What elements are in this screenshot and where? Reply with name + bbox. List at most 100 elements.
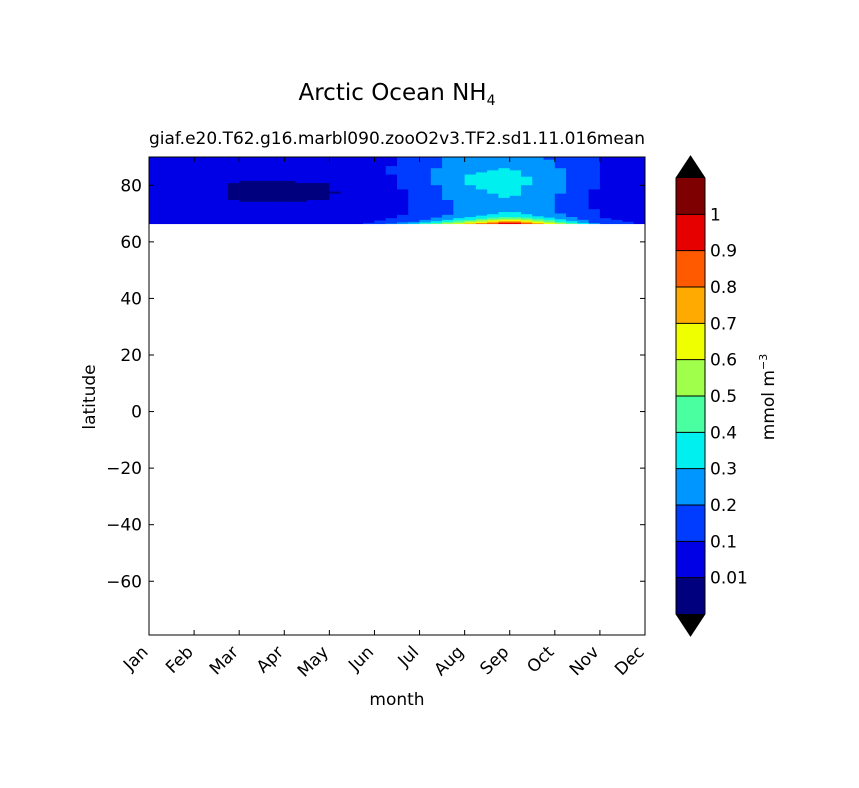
heatmap-cell bbox=[306, 161, 319, 164]
heatmap-cell bbox=[633, 213, 645, 215]
heatmap-cell bbox=[487, 212, 500, 214]
heatmap-cell bbox=[566, 193, 578, 196]
heatmap-cell bbox=[182, 171, 195, 175]
heatmap-cell bbox=[442, 176, 454, 179]
heatmap-cell bbox=[521, 201, 533, 204]
heatmap-cell bbox=[543, 186, 556, 190]
heatmap-cell bbox=[611, 188, 624, 192]
heatmap-cell bbox=[284, 176, 297, 179]
heatmap-cell bbox=[453, 178, 466, 181]
heatmap-cell bbox=[295, 195, 308, 198]
heatmap-cell bbox=[633, 182, 645, 186]
heatmap-cell bbox=[194, 173, 206, 177]
heatmap-cell bbox=[182, 169, 195, 173]
heatmap-cell bbox=[487, 163, 500, 167]
heatmap-cell bbox=[160, 210, 173, 213]
heatmap-cell bbox=[216, 211, 229, 213]
heatmap-cell bbox=[622, 220, 635, 222]
heatmap-cell bbox=[329, 207, 342, 210]
heatmap-cell bbox=[430, 180, 443, 184]
heatmap-cell bbox=[543, 208, 556, 211]
heatmap-cell bbox=[273, 204, 285, 208]
heatmap-cell bbox=[171, 182, 184, 186]
heatmap-cell bbox=[284, 212, 297, 215]
heatmap-cell bbox=[453, 167, 466, 171]
heatmap-cell bbox=[318, 167, 330, 171]
heatmap-cell bbox=[329, 173, 342, 177]
heatmap-cell bbox=[453, 220, 466, 222]
heatmap-cell bbox=[442, 157, 454, 160]
heatmap-cell bbox=[374, 219, 387, 221]
heatmap-cell bbox=[363, 167, 376, 171]
heatmap-cell bbox=[227, 212, 240, 215]
heatmap-cell bbox=[149, 197, 161, 201]
heatmap-cell bbox=[588, 214, 601, 216]
heatmap-cell bbox=[318, 188, 330, 192]
heatmap-cell bbox=[521, 167, 533, 171]
heatmap-cell bbox=[295, 161, 308, 164]
heatmap-cell bbox=[239, 184, 252, 188]
heatmap-cell bbox=[475, 173, 488, 177]
colorbar-band bbox=[676, 178, 705, 215]
heatmap-cell bbox=[442, 201, 454, 204]
heatmap-cell bbox=[419, 180, 432, 184]
heatmap-cell bbox=[160, 213, 173, 215]
heatmap-cell bbox=[182, 197, 195, 201]
heatmap-cell bbox=[318, 180, 330, 184]
heatmap-cell bbox=[498, 193, 511, 196]
heatmap-cell bbox=[599, 180, 612, 184]
heatmap-cell bbox=[149, 210, 161, 213]
heatmap-cell bbox=[554, 202, 567, 206]
heatmap-cell bbox=[588, 204, 601, 208]
heatmap-cell bbox=[273, 171, 285, 175]
heatmap-cell bbox=[622, 212, 635, 214]
heatmap-cell bbox=[611, 210, 624, 213]
heatmap-cell bbox=[318, 219, 330, 222]
heatmap-cell bbox=[554, 171, 567, 175]
heatmap-cell bbox=[194, 219, 206, 221]
heatmap-cell bbox=[487, 206, 500, 209]
heatmap-cell bbox=[374, 193, 387, 196]
heatmap-cell bbox=[363, 219, 376, 221]
heatmap-cell bbox=[385, 188, 398, 192]
heatmap-cell bbox=[532, 219, 545, 221]
heatmap-cell bbox=[284, 157, 297, 160]
heatmap-cell bbox=[442, 208, 454, 211]
heatmap-cell bbox=[261, 208, 274, 211]
heatmap-cell bbox=[464, 204, 477, 208]
heatmap-cell bbox=[194, 202, 206, 206]
heatmap-cell bbox=[374, 165, 387, 169]
heatmap-cell bbox=[453, 197, 466, 201]
heatmap-cell bbox=[453, 186, 466, 190]
heatmap-cell bbox=[351, 213, 364, 215]
heatmap-cell bbox=[419, 213, 432, 215]
heatmap-cell bbox=[532, 204, 545, 208]
heatmap-cell bbox=[419, 190, 432, 194]
heatmap-cell bbox=[318, 176, 330, 179]
heatmap-cell bbox=[261, 219, 274, 222]
heatmap-cell bbox=[261, 188, 274, 192]
heatmap-cell bbox=[419, 206, 432, 209]
heatmap-cell bbox=[329, 214, 342, 216]
heatmap-cell bbox=[397, 214, 409, 217]
heatmap-cell bbox=[566, 169, 578, 173]
heatmap-cell bbox=[160, 208, 173, 211]
heatmap-cell bbox=[284, 161, 297, 164]
heatmap-cell bbox=[205, 207, 218, 210]
heatmap-cell bbox=[521, 171, 533, 175]
colorbar-extend-max bbox=[676, 156, 705, 178]
heatmap-cell bbox=[171, 186, 184, 190]
colorbar-band bbox=[676, 577, 705, 615]
heatmap-cell bbox=[475, 213, 488, 215]
heatmap-cell bbox=[532, 209, 545, 212]
heatmap-cell bbox=[532, 220, 545, 222]
colorbar-tick-label: 0.5 bbox=[710, 387, 737, 407]
heatmap-cell bbox=[227, 219, 240, 221]
heatmap-cell bbox=[340, 163, 353, 167]
heatmap-cell bbox=[306, 220, 319, 222]
heatmap-cell bbox=[611, 186, 624, 190]
heatmap-cell bbox=[205, 204, 218, 208]
heatmap-cell bbox=[397, 188, 409, 192]
heatmap-cell bbox=[340, 214, 353, 216]
heatmap-cell bbox=[633, 193, 645, 196]
